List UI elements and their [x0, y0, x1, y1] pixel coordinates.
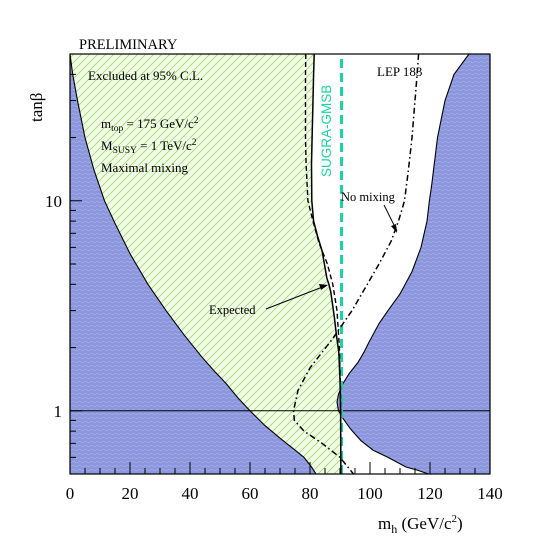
- x-axis: 0 20 40 60 80 100 120 140: [66, 462, 503, 503]
- y-axis-title: tanβ: [27, 93, 46, 122]
- gmsb-label: SUGRA-GMSB: [319, 85, 334, 177]
- observed-limit-curve: [310, 54, 342, 474]
- x-tick-label: 40: [182, 484, 199, 503]
- expected-label: Expected: [209, 303, 256, 317]
- x-tick-label: 60: [242, 484, 259, 503]
- x-tick-label: 140: [477, 484, 503, 503]
- no-mixing-arrowhead: [391, 224, 397, 233]
- excluded-label: Excluded at 95% C.L.: [88, 68, 203, 83]
- expected-arrowhead: [319, 284, 328, 290]
- mixing-label: Maximal mixing: [101, 160, 189, 175]
- y-tick-label: 10: [45, 192, 62, 211]
- y-axis: 1 10: [45, 53, 82, 475]
- no-mixing-label: No mixing: [341, 190, 396, 204]
- x-tick-label: 0: [66, 484, 75, 503]
- preliminary-header: PRELIMINARY: [79, 37, 178, 53]
- x-tick-label: 80: [302, 484, 319, 503]
- x-axis-title: mh (GeV/c2): [378, 513, 463, 536]
- x-tick-label: 20: [122, 484, 139, 503]
- lep-excluded-region: [70, 54, 341, 474]
- mtop-label: mtop = 175 GeV/c2: [101, 116, 199, 134]
- expected-arrow: [265, 285, 326, 310]
- no-mixing-curve: [292, 54, 420, 474]
- msusy-label: MSUSY = 1 TeV/c2: [101, 138, 197, 156]
- lep-label: LEP 183: [377, 64, 422, 79]
- x-tick-label: 100: [357, 484, 383, 503]
- y-tick-label: 1: [54, 402, 63, 421]
- theory-excluded-right: [336, 54, 490, 474]
- theory-excluded-left: [70, 54, 317, 474]
- x-tick-label: 120: [417, 484, 443, 503]
